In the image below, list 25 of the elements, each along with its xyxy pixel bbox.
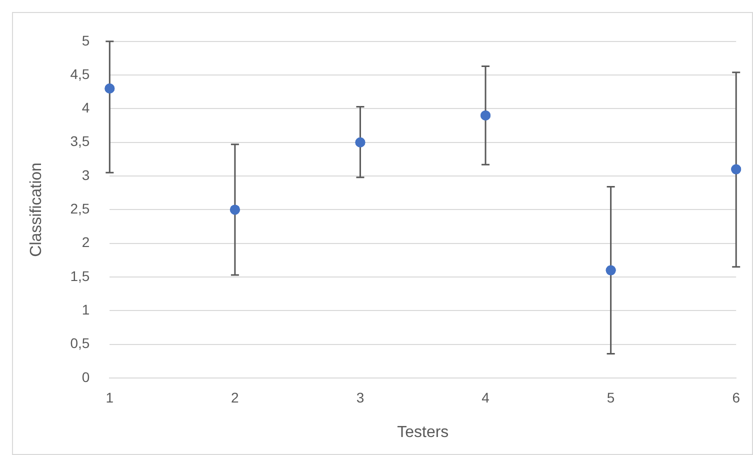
x-tick-label: 4 [482, 389, 490, 406]
point [480, 110, 491, 120]
y-tick-label: 5 [82, 32, 90, 48]
y-tick-label: 1,5 [70, 268, 90, 284]
x-axis-title: Testers [397, 424, 449, 441]
x-tick-label: 6 [732, 389, 740, 406]
y-tick-label: 0,5 [70, 335, 90, 352]
point [731, 164, 742, 174]
x-tick-label: 1 [106, 389, 114, 406]
y-tick-label: 1 [82, 302, 90, 318]
point [606, 265, 616, 276]
x-tick-label: 2 [231, 389, 240, 406]
y-tick-label: 3,5 [70, 133, 90, 150]
x-tick-label: 3 [356, 389, 364, 406]
y-tick-label: 2 [82, 234, 90, 250]
y-tick-label: 2,5 [70, 200, 90, 217]
point [355, 137, 366, 148]
point [230, 204, 240, 215]
y-tick-label: 0 [82, 368, 90, 385]
y-axis-title: Classification [28, 162, 46, 257]
y-tick-label: 3 [82, 166, 90, 183]
x-tick-label: 5 [606, 389, 615, 406]
point [104, 84, 115, 94]
y-tick-label: 4 [82, 100, 90, 116]
y-tick-label: 4,5 [70, 66, 90, 82]
